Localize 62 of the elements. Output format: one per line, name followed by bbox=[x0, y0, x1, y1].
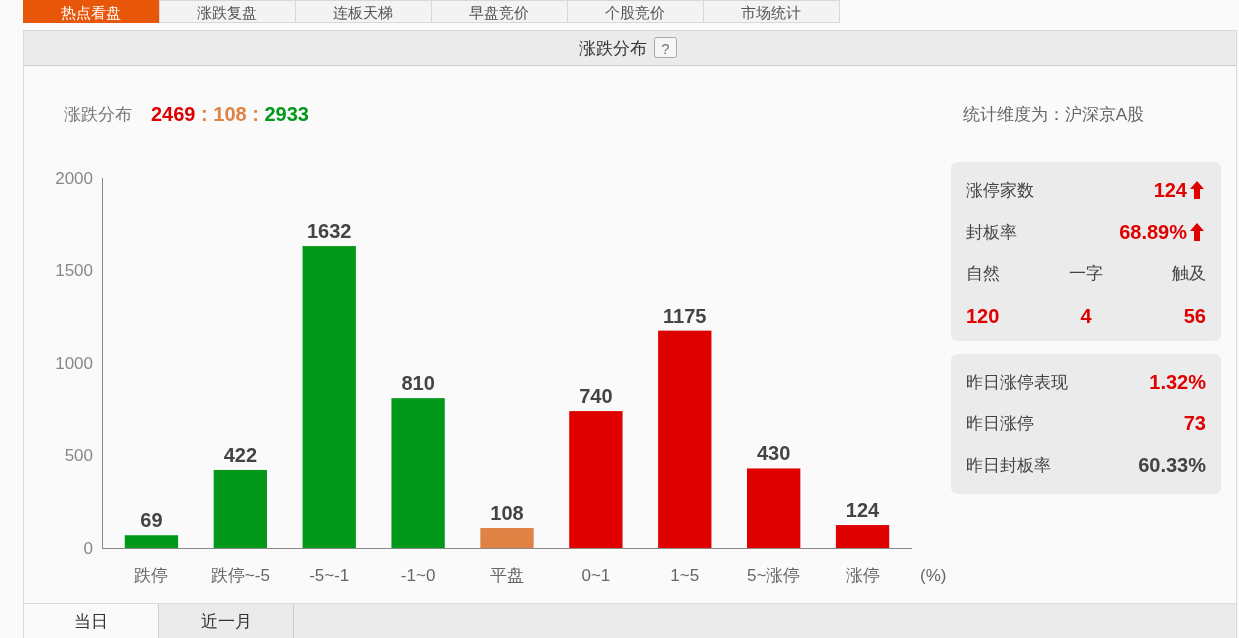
bar bbox=[569, 411, 623, 548]
text: 60.33% bbox=[1138, 454, 1207, 476]
y-tick-label: 1500 bbox=[55, 261, 93, 280]
bar bbox=[480, 528, 534, 548]
data-label: 1632 bbox=[306, 220, 352, 243]
x-tick-label: 5~涨停 bbox=[746, 565, 801, 585]
y-tick-label: 0 bbox=[83, 538, 93, 558]
data-label: 810 bbox=[401, 372, 435, 395]
text: 个股竞价 bbox=[605, 3, 665, 21]
text: 涨跌复盘 bbox=[197, 3, 257, 21]
chart-title: 涨跌分布 bbox=[579, 38, 647, 58]
text: 早盘竞价 bbox=[469, 3, 529, 21]
text: 统计维度为：沪深京A股 bbox=[962, 104, 1144, 124]
text: 一字 bbox=[1069, 263, 1103, 283]
data-label: 108 bbox=[490, 502, 524, 525]
text: 56 bbox=[1183, 305, 1206, 327]
bar bbox=[124, 535, 179, 548]
text: 近一月 bbox=[200, 611, 252, 631]
text: 热点看盘 bbox=[61, 3, 121, 21]
text: 市场统计 bbox=[741, 3, 801, 21]
text: 当日 bbox=[74, 611, 108, 631]
bar bbox=[658, 330, 712, 548]
text: 68.89% bbox=[1119, 221, 1188, 243]
text: 1.32% bbox=[1149, 371, 1207, 393]
text: 触及 bbox=[1172, 263, 1206, 283]
bar bbox=[835, 525, 890, 548]
text: 涨停家数 bbox=[966, 180, 1034, 200]
text: 连板天梯 bbox=[333, 3, 393, 21]
text: 4 bbox=[1080, 305, 1093, 327]
text: 73 bbox=[1183, 412, 1206, 434]
x-tick-label: 涨停 bbox=[845, 565, 880, 585]
x-tick-label: 平盘 bbox=[490, 565, 524, 585]
data-label: 69 bbox=[140, 509, 163, 532]
y-tick-label: 1000 bbox=[55, 353, 93, 373]
y-tick-label: 2000 bbox=[55, 168, 93, 188]
text: 昨日封板率 bbox=[966, 455, 1051, 475]
y-tick-label: 500 bbox=[64, 446, 93, 465]
chart-subtitle: 涨跌分布 bbox=[64, 104, 132, 124]
x-tick-label: -5~-1 bbox=[309, 565, 350, 585]
bar bbox=[213, 469, 267, 548]
x-axis-title: (%) bbox=[920, 565, 947, 585]
bar bbox=[302, 246, 356, 548]
data-label: 740 bbox=[579, 385, 613, 408]
bar bbox=[747, 468, 801, 548]
x-tick-label: 0~1 bbox=[581, 565, 611, 585]
data-label: 124 bbox=[845, 499, 881, 522]
text: 昨日涨停表现 bbox=[966, 372, 1068, 392]
data-label: 430 bbox=[756, 442, 791, 465]
bar bbox=[391, 398, 445, 548]
text: 120 bbox=[966, 305, 1000, 327]
text: ? bbox=[661, 39, 670, 57]
text: 封板率 bbox=[966, 222, 1017, 242]
text: 昨日涨停 bbox=[966, 413, 1034, 433]
data-label: 1175 bbox=[663, 304, 707, 327]
x-tick-label: 1~5 bbox=[670, 565, 700, 585]
text: 124 bbox=[1153, 179, 1188, 201]
x-tick-label: 跌停 bbox=[134, 565, 169, 585]
text: 2469 : 108 : 2933 bbox=[151, 103, 309, 125]
data-label: 422 bbox=[223, 443, 258, 466]
x-tick-label: -1~0 bbox=[400, 565, 436, 585]
x-tick-label: 跌停~-5 bbox=[210, 565, 270, 585]
text: 自然 bbox=[966, 263, 1000, 283]
